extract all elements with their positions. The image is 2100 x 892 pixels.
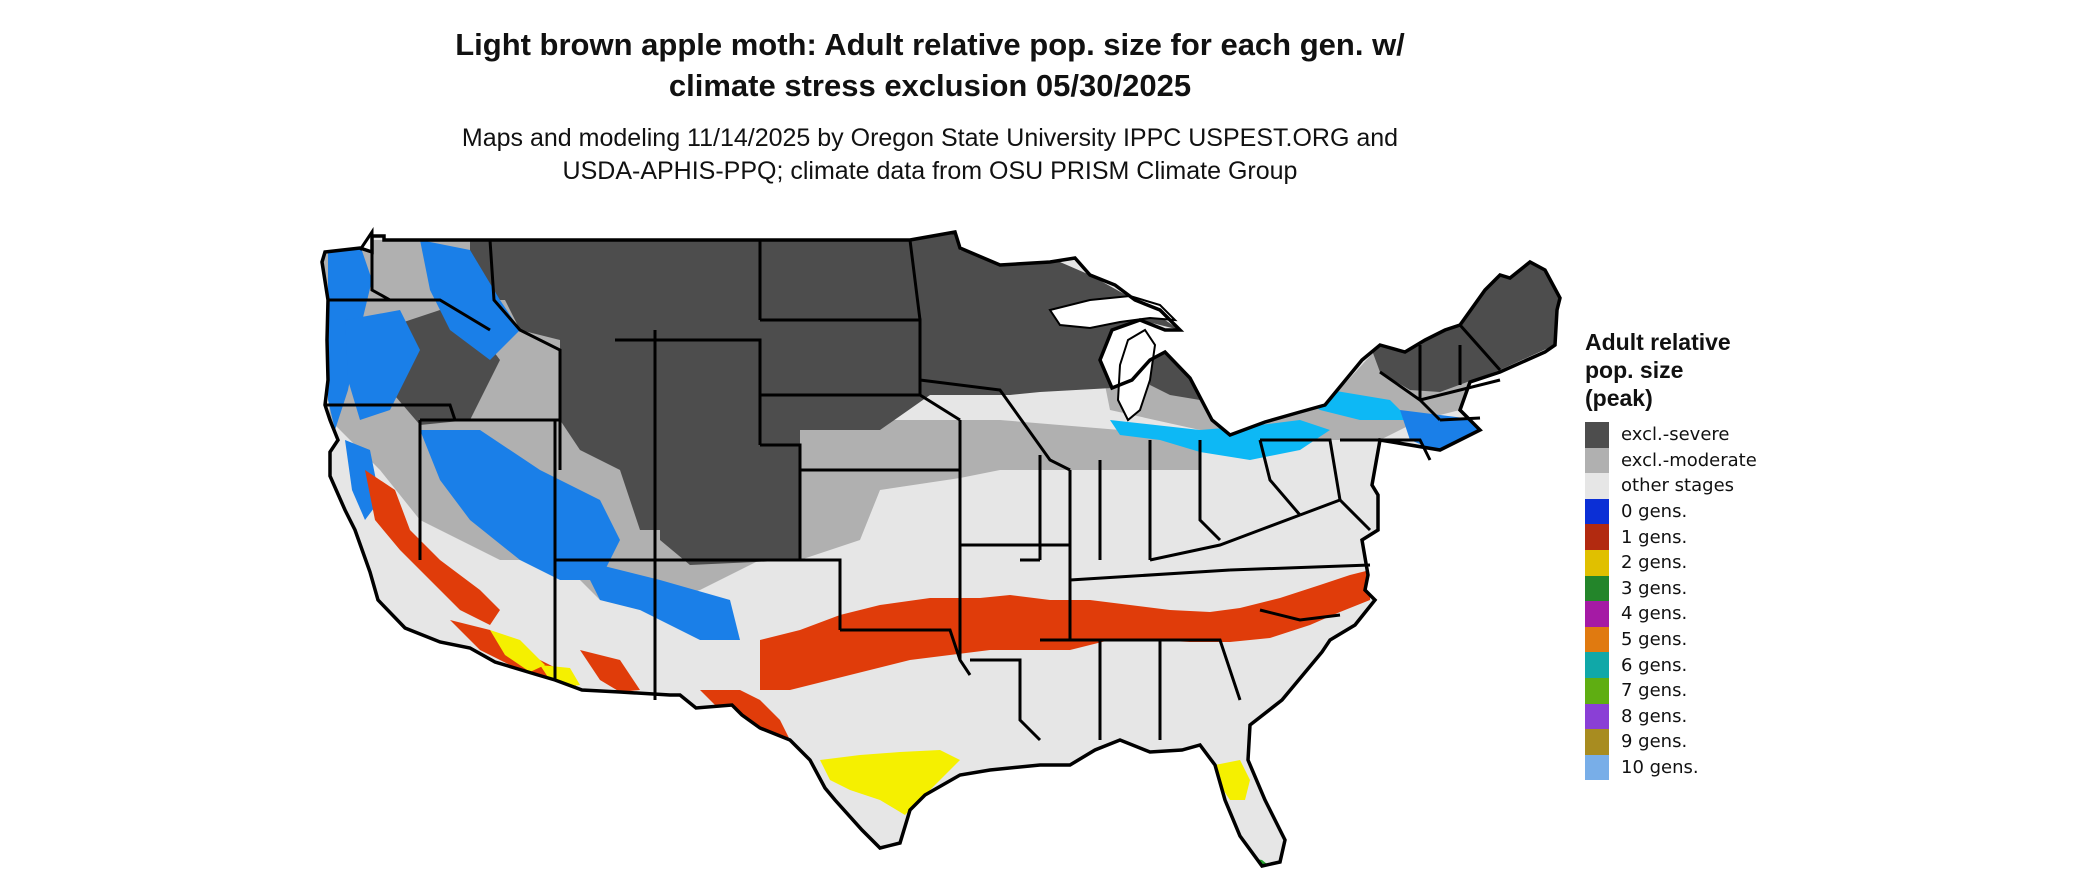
zone-blue-arizona-nm: [580, 560, 740, 640]
legend-item: other stages: [1585, 473, 1845, 499]
legend-item: 2 gens.: [1585, 549, 1845, 576]
legend-label: 9 gens.: [1621, 731, 1688, 753]
zone-blue-idaho: [420, 240, 520, 360]
map-subtitle-line-1: Maps and modeling 11/14/2025 by Oregon S…: [461, 124, 1399, 152]
legend-item: 6 gens.: [1585, 652, 1845, 678]
legend-label: 6 gens.: [1621, 654, 1688, 676]
legend-swatch: [1585, 626, 1609, 653]
legend-item: 9 gens.: [1585, 729, 1845, 755]
legend-item: 0 gens.: [1585, 498, 1845, 525]
legend-swatch: [1585, 549, 1609, 576]
state-borders: [325, 227, 1502, 742]
legend-item: 1 gens.: [1585, 524, 1845, 550]
legend-label: 1 gens.: [1621, 526, 1688, 548]
zone-moderate-plains: [760, 420, 1200, 560]
legend-label: 4 gens.: [1621, 603, 1688, 625]
zone-severe-colorado: [660, 450, 800, 565]
raster-layers: [322, 232, 1560, 866]
legend-label: 7 gens.: [1621, 680, 1688, 702]
legend-item: excl.-moderate: [1585, 447, 1845, 474]
zone-severe-north-central: [470, 232, 1010, 560]
zone-blue-oregon: [345, 310, 420, 420]
legend-item: 4 gens.: [1585, 601, 1845, 627]
legend-swatch: [1585, 498, 1609, 525]
zone-yellow-texas-gulf: [820, 750, 960, 815]
map-title-line-2: climate stress exclusion 05/30/2025: [668, 68, 1192, 103]
legend-label: 10 gens.: [1621, 757, 1699, 779]
legend-swatch: [1585, 729, 1609, 755]
legend-item: excl.-severe: [1585, 422, 1845, 448]
zone-red-southern-belt: [760, 570, 1370, 690]
zone-blue-nevada-utah: [420, 430, 620, 580]
zone-severe-northeast: [1370, 262, 1560, 392]
legend-label: 2 gens.: [1621, 552, 1688, 574]
zone-yellow-arizona: [540, 665, 580, 688]
zone-red-california: [365, 470, 500, 625]
legend-swatch: [1585, 524, 1609, 550]
legend-item: 5 gens.: [1585, 626, 1845, 653]
legend-item: 3 gens.: [1585, 575, 1845, 602]
zone-red-arizona: [580, 650, 640, 692]
zone-yellow-socal: [490, 630, 545, 672]
legend-label: 8 gens.: [1621, 705, 1688, 727]
legend-swatch: [1585, 703, 1609, 730]
zone-severe-michigan: [1150, 352, 1200, 400]
legend-swatch: [1585, 473, 1609, 499]
legend-swatch: [1585, 422, 1609, 448]
legend-item: 10 gens.: [1585, 754, 1845, 781]
legend-swatch: [1585, 754, 1609, 781]
legend-item: 7 gens.: [1585, 677, 1845, 704]
legend-label: excl.-severe: [1621, 424, 1730, 446]
legend-label: other stages: [1621, 475, 1735, 497]
legend-item: 8 gens.: [1585, 703, 1845, 730]
zone-cyan-great-lakes: [1110, 420, 1330, 460]
map-subtitle-line-2: USDA-APHIS-PPQ; climate data from OSU PR…: [562, 157, 1298, 185]
legend: Adult relative pop. size (peak) excl.-se…: [1585, 328, 1845, 781]
legend-label: excl.-moderate: [1621, 449, 1757, 471]
legend-label: 0 gens.: [1621, 501, 1688, 523]
legend-swatch: [1585, 677, 1609, 704]
legend-label: 3 gens.: [1621, 577, 1688, 599]
legend-title: Adult relative pop. size (peak): [1585, 329, 1731, 411]
map-title-line-1: Light brown apple moth: Adult relative p…: [455, 27, 1405, 62]
legend-label: 5 gens.: [1621, 629, 1688, 651]
legend-swatch: [1585, 575, 1609, 602]
legend-swatch: [1585, 447, 1609, 474]
legend-items: excl.-severe excl.-moderate other stages 0 …: [1585, 422, 1845, 781]
legend-swatch: [1585, 652, 1609, 678]
legend-swatch: [1585, 601, 1609, 627]
